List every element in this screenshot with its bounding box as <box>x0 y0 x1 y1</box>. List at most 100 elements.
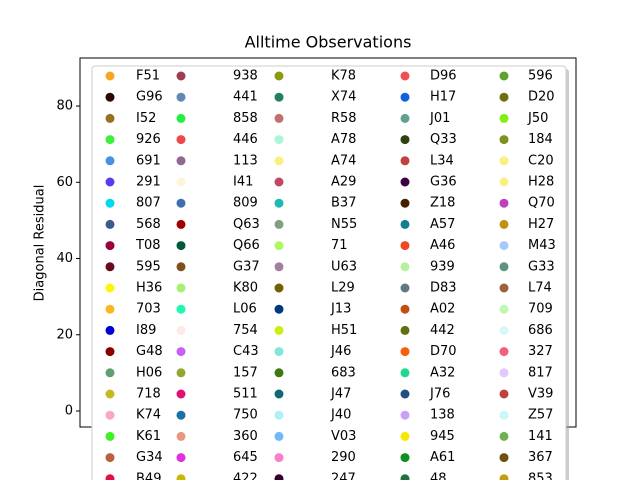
legend-label: 48 <box>430 471 447 480</box>
legend-label: J50 <box>527 111 548 126</box>
legend-marker <box>274 219 284 229</box>
legend-marker <box>400 71 410 81</box>
legend-label: Q66 <box>233 238 260 253</box>
legend-label: Z18 <box>430 196 455 211</box>
legend-label: Z57 <box>528 408 553 423</box>
legend-marker <box>400 177 410 187</box>
legend-label: 718 <box>136 387 161 402</box>
legend-marker <box>105 198 115 208</box>
legend-marker <box>499 304 509 314</box>
legend-marker <box>400 431 410 441</box>
legend-label: 926 <box>136 132 161 147</box>
legend-label: 157 <box>233 365 258 380</box>
legend-marker <box>176 410 186 420</box>
legend-label: X74 <box>331 90 356 105</box>
legend-label: Q63 <box>233 217 260 232</box>
legend-label: H36 <box>136 281 162 296</box>
legend-marker <box>176 135 186 145</box>
legend-label: V03 <box>331 429 356 444</box>
legend-label: K80 <box>233 281 258 296</box>
legend-marker <box>105 431 115 441</box>
legend-marker <box>176 198 186 208</box>
legend-label: 327 <box>528 344 553 359</box>
legend-marker <box>274 410 284 420</box>
legend-marker <box>499 156 509 166</box>
legend-label: 754 <box>233 323 258 338</box>
legend-label: A78 <box>331 132 356 147</box>
legend-marker <box>400 135 410 145</box>
legend-label: 938 <box>233 69 258 84</box>
legend-label: 442 <box>430 323 455 338</box>
legend-marker <box>400 113 410 123</box>
legend-label: M43 <box>528 238 556 253</box>
legend-label: T08 <box>135 238 160 253</box>
legend-marker <box>400 347 410 357</box>
legend-label: 441 <box>233 90 258 105</box>
legend-label: C20 <box>528 153 554 168</box>
legend-label: 683 <box>331 365 356 380</box>
legend-label: K78 <box>331 69 356 84</box>
legend-marker <box>274 368 284 378</box>
legend-label: 853 <box>528 471 553 480</box>
legend-marker <box>400 453 410 463</box>
y-axis-label: Diagonal Residual <box>33 185 48 302</box>
legend-label: Q70 <box>528 196 555 211</box>
legend-marker <box>176 177 186 187</box>
legend-label: L29 <box>331 281 355 296</box>
legend-label: G33 <box>528 259 555 274</box>
legend-marker <box>105 262 115 272</box>
legend-marker <box>400 474 410 480</box>
legend-marker <box>176 368 186 378</box>
legend-marker <box>176 71 186 81</box>
legend-marker <box>105 347 115 357</box>
legend-label: H51 <box>331 323 357 338</box>
legend-label: Q33 <box>430 132 457 147</box>
legend-marker <box>105 113 115 123</box>
legend-label: 645 <box>233 450 258 465</box>
legend-label: B37 <box>331 196 356 211</box>
legend-label: 596 <box>528 69 553 84</box>
legend-marker <box>274 241 284 251</box>
legend-label: A29 <box>331 175 356 190</box>
legend-marker <box>274 156 284 166</box>
legend-marker <box>400 410 410 420</box>
legend-label: 141 <box>528 429 553 444</box>
legend-marker <box>274 431 284 441</box>
legend-marker <box>274 347 284 357</box>
legend-label: 750 <box>233 408 258 423</box>
legend-marker <box>105 410 115 420</box>
legend-marker <box>274 304 284 314</box>
legend-label: I89 <box>136 323 156 338</box>
legend-marker <box>274 113 284 123</box>
legend-label: I52 <box>136 111 156 126</box>
legend-marker <box>105 241 115 251</box>
legend-label: D83 <box>430 281 457 296</box>
legend-label: C43 <box>233 344 259 359</box>
legend-marker <box>176 219 186 229</box>
legend-label: 858 <box>233 111 258 126</box>
legend-label: 446 <box>233 132 258 147</box>
legend-marker <box>176 453 186 463</box>
legend-marker <box>499 431 509 441</box>
y-tick-label: 20 <box>56 327 73 342</box>
legend-marker <box>274 92 284 102</box>
legend-marker <box>499 92 509 102</box>
legend-label: 568 <box>136 217 161 232</box>
legend-marker <box>176 304 186 314</box>
legend-marker <box>105 135 115 145</box>
legend-marker <box>499 325 509 335</box>
legend-label: L06 <box>233 302 257 317</box>
legend-marker <box>105 325 115 335</box>
legend-label: L74 <box>528 281 552 296</box>
legend-label: A74 <box>331 153 356 168</box>
legend-label: J47 <box>330 387 351 402</box>
legend-label: 709 <box>528 302 553 317</box>
legend-marker <box>499 368 509 378</box>
legend-label: 809 <box>233 196 258 211</box>
legend-label: A32 <box>430 365 455 380</box>
legend-label: 291 <box>136 175 161 190</box>
legend-label: J46 <box>330 344 351 359</box>
legend-marker <box>105 283 115 293</box>
y-tick-label: 40 <box>56 251 73 266</box>
